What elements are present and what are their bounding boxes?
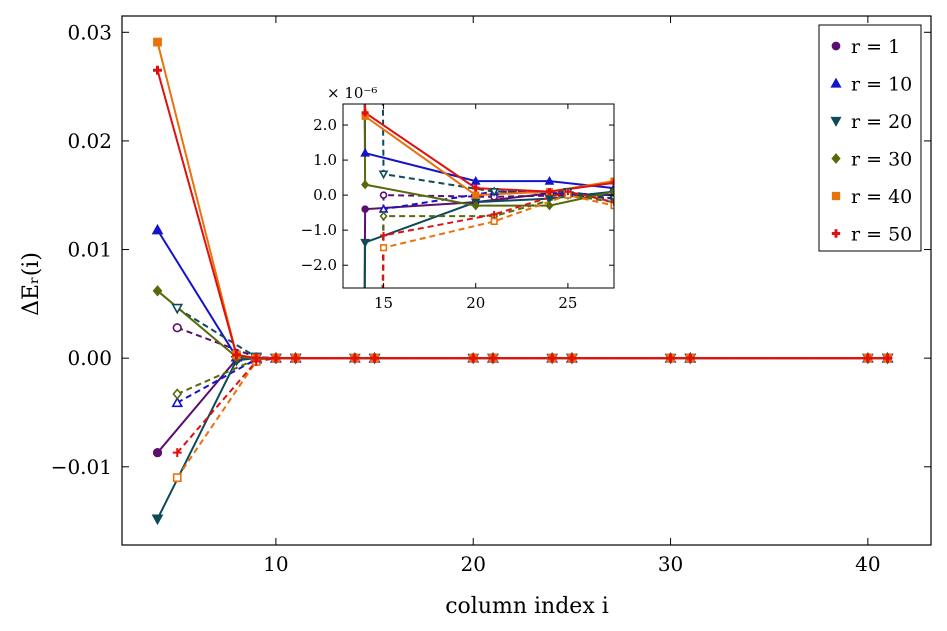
inset-dashed-line-r-50 xyxy=(382,190,614,288)
x-axis-title: column index i xyxy=(445,594,609,619)
data-point-r-50 xyxy=(251,353,261,363)
x-tick-label: 20 xyxy=(460,552,485,576)
inset-y-tick-label: 0.0 xyxy=(313,186,337,204)
data-point-r-50 xyxy=(271,353,281,363)
inset-point-open-r-40 xyxy=(490,217,498,226)
main-plot: 10 20 30 40 −0.01 0.00 0.01 0.02 0.03 xyxy=(51,15,932,576)
data-point-r-50 xyxy=(468,353,478,363)
inset-point-open-r-20 xyxy=(378,170,389,180)
data-point-open-r-20 xyxy=(171,303,184,315)
inset-y-tick-label: 1.0 xyxy=(313,151,337,169)
data-point-open-r-50 xyxy=(172,448,182,458)
data-point-r-50 xyxy=(153,65,163,75)
inset-point-r-1 xyxy=(361,205,369,213)
data-point-r-30 xyxy=(152,285,163,297)
legend-label-r-10: r = 10 xyxy=(851,74,912,96)
inset-plot: 15 20 25 −2.0 −1.0 0.0 1.0 2.0 × 10⁻⁶ xyxy=(301,84,615,312)
data-point-r-50 xyxy=(666,353,676,363)
legend-marker-r-1 xyxy=(831,41,841,51)
data-point-r-50 xyxy=(567,353,577,363)
legend-label-r-50: r = 50 xyxy=(851,224,912,246)
inset-point-open-r-30 xyxy=(379,211,388,221)
inset-point-r-20 xyxy=(544,195,555,204)
legend-label-r-30: r = 30 xyxy=(851,149,912,171)
legend-label-r-40: r = 40 xyxy=(851,186,912,208)
inset-point-r-50 xyxy=(472,184,480,192)
legend: r = 1 r = 10 r = 20 r = 30 r = 40 r = 50 xyxy=(818,24,922,252)
x-tick-label: 30 xyxy=(658,552,683,576)
inset-point-open-r-50 xyxy=(490,210,498,218)
axis-labels: column index i ΔEᵣ(i) xyxy=(19,252,609,619)
data-point-open-r-1 xyxy=(172,323,182,333)
legend-marker-r-10 xyxy=(830,77,842,88)
inset-point-r-30 xyxy=(361,179,370,190)
x-tick-label: 40 xyxy=(855,552,880,576)
data-point-r-50 xyxy=(488,353,498,363)
inset-y-tick-label: 2.0 xyxy=(313,116,337,134)
y-axis-title: ΔEᵣ(i) xyxy=(19,252,44,316)
inset-point-r-10 xyxy=(544,175,555,185)
data-point-r-50 xyxy=(350,353,360,363)
data-point-r-50 xyxy=(370,353,380,363)
plot-frame xyxy=(121,15,932,546)
data-point-r-40 xyxy=(153,37,162,47)
data-point-r-50 xyxy=(231,350,241,360)
inset-point-r-50 xyxy=(610,179,614,187)
data-point-r-50 xyxy=(883,353,893,363)
data-point-open-r-40 xyxy=(172,473,182,483)
inset-point-r-10 xyxy=(470,175,481,185)
main-series-group xyxy=(151,37,894,526)
data-point-r-50 xyxy=(685,353,695,363)
inset-point-open-r-50 xyxy=(380,231,388,239)
inset-dashed-line-r-1 xyxy=(381,194,614,288)
inset-point-r-30 xyxy=(609,186,614,197)
inset-point-r-30 xyxy=(545,200,554,211)
y-tick-label: −0.01 xyxy=(51,455,112,479)
inset-point-open-r-1 xyxy=(379,191,388,199)
inset-x-tick-label: 15 xyxy=(374,294,393,312)
y-tick-label: 0.01 xyxy=(67,238,112,262)
data-point-r-50 xyxy=(547,353,557,363)
data-point-r-1 xyxy=(152,448,163,458)
inset-series-group xyxy=(360,104,614,288)
inset-point-r-40 xyxy=(472,191,480,199)
legend-label-r-20: r = 20 xyxy=(851,111,912,133)
data-point-open-r-30 xyxy=(172,388,183,400)
inset-point-open-r-40 xyxy=(610,202,614,210)
inset-y-tick-label: −2.0 xyxy=(301,256,337,274)
inset-x-tick-label: 25 xyxy=(558,294,577,312)
data-point-r-50 xyxy=(863,353,873,363)
y-tick-label: 0.03 xyxy=(67,20,112,44)
inset-point-r-10 xyxy=(360,147,370,157)
inset-point-r-30 xyxy=(471,200,480,211)
inset-point-r-50 xyxy=(361,109,369,117)
inset-scale-label: × 10⁻⁶ xyxy=(327,84,377,102)
inset-dashed-line-r-40 xyxy=(382,194,614,288)
y-tick-label: 0.00 xyxy=(67,346,112,370)
inset-point-open-r-20 xyxy=(489,188,500,197)
inset-x-tick-label: 20 xyxy=(466,294,485,312)
data-point-r-20 xyxy=(151,514,164,526)
y-tick-label: 0.02 xyxy=(67,129,112,153)
legend-label-r-1: r = 1 xyxy=(851,36,900,58)
inset-point-r-50 xyxy=(545,188,553,196)
legend-marker-r-40 xyxy=(831,191,841,201)
inset-point-open-r-20 xyxy=(609,195,614,204)
inset-point-r-20 xyxy=(360,238,370,248)
inset-frame xyxy=(342,103,615,289)
data-point-open-r-10 xyxy=(171,396,184,408)
legend-box xyxy=(818,24,922,252)
data-point-r-50 xyxy=(291,353,301,363)
legend-marker-r-20 xyxy=(830,116,842,127)
x-tick-label: 10 xyxy=(263,552,288,576)
legend-marker-r-30 xyxy=(831,153,841,164)
inset-point-open-r-40 xyxy=(379,244,388,252)
inset-y-tick-label: −1.0 xyxy=(301,221,337,239)
inset-point-open-r-50 xyxy=(610,198,614,206)
legend-marker-r-50 xyxy=(831,229,841,238)
data-point-r-10 xyxy=(151,223,164,235)
inset-point-open-r-50 xyxy=(564,188,572,196)
